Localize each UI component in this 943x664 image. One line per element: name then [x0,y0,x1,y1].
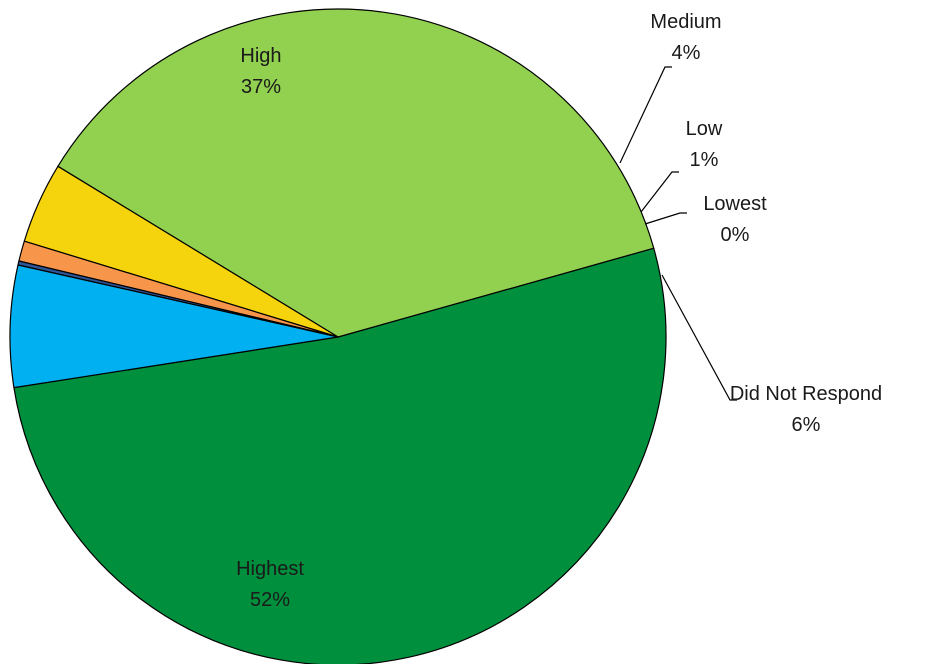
data-label-category: Low [686,118,723,140]
pie-slice-highest [13,247,667,664]
data-label-percent: 52% [250,589,290,611]
data-label-did-not-respond: Did Not Respond 6% [730,383,882,436]
data-label-category: High [240,45,281,67]
data-label-percent: 0% [721,224,750,246]
data-label-low: Low 1% [686,118,723,171]
data-label-category: Highest [236,558,304,580]
data-labels: Highest 52% High 37% Medium 4% Low 1% Lowest 0% Di… [236,11,882,611]
data-label-highest: Highest 52% [236,558,304,611]
leader-line-medium [619,66,672,164]
data-label-category: Lowest [703,193,767,215]
data-label-percent: 1% [690,149,719,171]
pie-slice-high [57,8,655,338]
data-label-category: Medium [650,11,721,33]
data-label-percent: 4% [672,42,701,64]
data-label-high: High 37% [240,45,281,98]
leader-line-low [640,171,679,213]
data-label-percent: 37% [241,76,281,98]
pie-slice-did-not-respond [9,264,339,389]
data-label-category: Did Not Respond [730,383,882,405]
leader-line-did-not-respond [661,274,737,401]
leader-line-lowest [644,212,687,225]
pie-slices [9,8,667,664]
data-label-percent: 6% [792,414,821,436]
data-label-medium: Medium 4% [650,11,721,64]
data-label-lowest: Lowest 0% [703,193,767,246]
leader-lines [619,66,737,401]
